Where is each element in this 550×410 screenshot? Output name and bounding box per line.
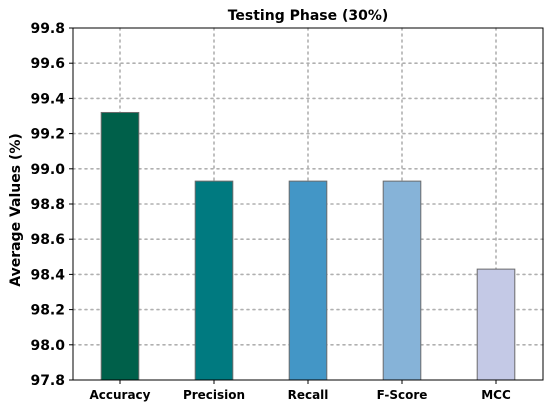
bar-accuracy xyxy=(100,111,140,381)
chart-title: Testing Phase (30%) xyxy=(228,8,389,24)
y-tick-label: 97.8 xyxy=(30,373,65,389)
x-tick-label: Accuracy xyxy=(89,388,150,402)
x-axis-ticks: Accuracy Precision Recall F-Score MCC xyxy=(89,380,511,402)
plot-frame xyxy=(72,27,544,381)
bars xyxy=(100,111,516,381)
y-axis-ticks: 97.8 98.0 98.2 98.4 98.6 98.8 99.0 99.2 99.4 99.6… xyxy=(30,21,73,389)
x-tick-label: F-Score xyxy=(377,388,428,402)
y-tick-label: 99.6 xyxy=(30,56,65,72)
y-tick-label: 99.0 xyxy=(30,162,65,178)
y-tick-label: 99.4 xyxy=(30,91,65,107)
x-tick-label: MCC xyxy=(481,388,511,402)
y-tick-label: 99.2 xyxy=(30,127,65,143)
x-tick-label: Recall xyxy=(288,388,329,402)
y-axis-label: Average Values (%) xyxy=(8,133,24,287)
y-tick-label: 98.0 xyxy=(30,338,65,354)
y-tick-label: 98.4 xyxy=(30,267,65,283)
bar-precision xyxy=(194,180,234,381)
bar-f-score xyxy=(382,180,422,381)
y-tick-label: 98.2 xyxy=(30,303,65,319)
bar-recall xyxy=(288,180,328,381)
x-tick-label: Precision xyxy=(183,388,245,402)
y-tick-label: 98.6 xyxy=(30,232,65,248)
y-tick-label: 99.8 xyxy=(30,21,65,37)
y-tick-label: 98.8 xyxy=(30,197,65,213)
bar-mcc xyxy=(476,268,516,381)
